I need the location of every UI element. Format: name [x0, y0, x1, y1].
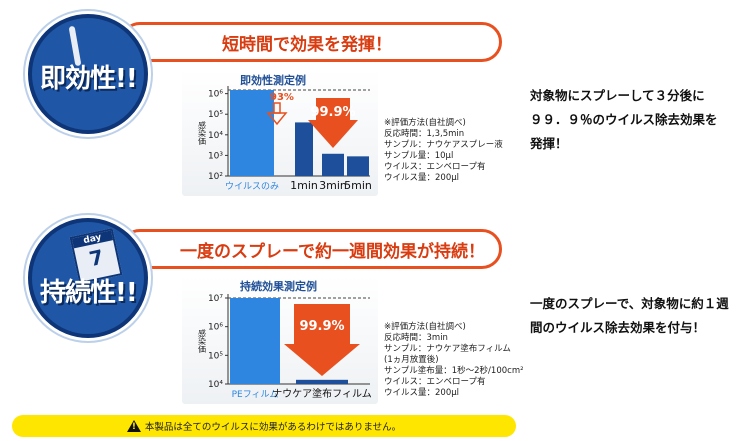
- side-text-1: 対象物にスプレーして３分後に ９９．９％のウイルス除去効果を 発揮！: [530, 84, 718, 156]
- y-axis-label: 感染価: [198, 328, 207, 354]
- note-line: (1ヵ月放置後): [384, 355, 439, 365]
- headline-2: 一度のスプレーで約一週間効果が持続！: [180, 242, 485, 262]
- note-line: 反応時間：3min: [384, 333, 448, 343]
- disclaimer-text: 本製品は全てのウイルスに効果があるわけではありません。: [144, 422, 402, 433]
- badge-immediate: 即効性!!: [28, 14, 148, 134]
- badge-durability: day 7 持続性!!: [28, 218, 148, 338]
- big-arrow: [316, 98, 350, 120]
- side-text-line: 発揮！: [530, 136, 568, 151]
- note-line: ※評価方法(自社調べ): [384, 118, 466, 128]
- x-tick-label: 3min: [319, 179, 347, 192]
- y-tick-label: 10⁵: [208, 110, 223, 120]
- y-tick-label: 10⁵: [208, 351, 223, 361]
- headline-bar-1: [120, 22, 502, 62]
- disclaimer-bar: ! 本製品は全てのウイルスに効果があるわけではありません。: [12, 415, 516, 437]
- x-tick-label: PEフィルム: [232, 389, 279, 400]
- annotation-999: 99.9%: [299, 319, 344, 334]
- note-line: サンプル量：10μl: [384, 151, 454, 161]
- note-line: ウイルス量：200μl: [384, 388, 459, 398]
- side-text-line: 間のウイルス除去効果を付与！: [530, 320, 706, 335]
- note-line: サンプル：ナウケア塗布フィルム: [384, 344, 511, 354]
- x-tick-label: ナウケア塗布フィルム: [272, 387, 372, 400]
- x-tick-label: 1min: [290, 179, 318, 192]
- y-tick-label: 10⁴: [208, 380, 223, 390]
- side-text-line: ９９．９％のウイルス除去効果を: [530, 112, 718, 127]
- badge-durability-label: 持続性!!: [40, 278, 138, 308]
- headline-bar-2: [120, 229, 502, 269]
- y-tick-label: 10²: [208, 172, 223, 182]
- note-line: ※評価方法(自社調べ): [384, 322, 466, 332]
- small-arrow-head: [266, 112, 288, 126]
- big-arrow: [294, 304, 350, 344]
- note-line: サンプル：ナウケアスプレー液: [384, 140, 503, 150]
- notes-1: ※評価方法(自社調べ) 反応時間：1,3,5min サンプル：ナウケアスプレー液 サン…: [384, 118, 503, 184]
- side-text-2: 一度のスプレーで、対象物に約１週 間のウイルス除去効果を付与！: [530, 292, 729, 340]
- side-text-line: 一度のスプレーで、対象物に約１週: [530, 296, 729, 311]
- small-arrow: [273, 102, 281, 114]
- bar: [347, 156, 369, 176]
- note-line: サンプル塗布量：1秒〜2秒/100cm²: [384, 366, 524, 376]
- y-tick-label: 10⁶: [208, 90, 223, 100]
- y-axis-label: 感染価: [198, 120, 207, 146]
- bar: [230, 298, 280, 384]
- y-tick-label: 10⁴: [208, 131, 223, 141]
- side-text-line: 対象物にスプレーして３分後に: [530, 88, 705, 103]
- note-line: ウイルス：エンベロープ有: [384, 162, 486, 172]
- bar: [295, 122, 313, 176]
- badge-immediate-label: 即効性!!: [40, 64, 138, 94]
- x-tick-label: 5min: [344, 179, 372, 192]
- bar: [296, 379, 348, 384]
- bar: [230, 90, 274, 176]
- headline-1: 短時間で効果を発揮！: [222, 35, 392, 55]
- warning-icon: !: [126, 420, 141, 432]
- chart-title-2: 持続効果測定例: [240, 280, 317, 293]
- bar: [322, 153, 344, 176]
- y-tick-label: 10³: [208, 151, 223, 161]
- y-tick-label: 10⁷: [208, 294, 223, 304]
- notes-2: ※評価方法(自社調べ) 反応時間：3min サンプル：ナウケア塗布フィルム (1ヵ月放…: [384, 322, 524, 399]
- note-line: ウイルス：エンベロープ有: [384, 377, 486, 387]
- note-line: ウイルス量：200μl: [384, 173, 459, 183]
- x-tick-label: ウイルスのみ: [225, 181, 279, 192]
- big-arrow-head: [308, 120, 358, 148]
- annotation-93: 93%: [270, 92, 294, 103]
- chart-title-1: 即効性測定例: [240, 74, 306, 87]
- annotation-999: 99.9%: [310, 105, 355, 120]
- big-arrow-head: [284, 344, 360, 376]
- y-tick-label: 10⁶: [208, 323, 223, 333]
- note-line: 反応時間：1,3,5min: [384, 129, 465, 139]
